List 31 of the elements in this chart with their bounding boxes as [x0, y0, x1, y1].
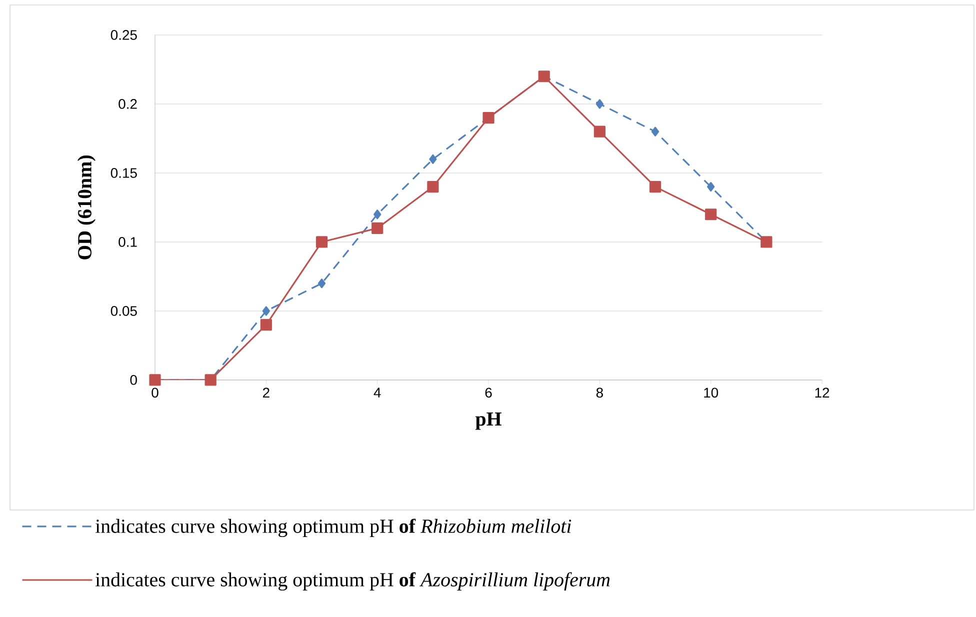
x-tick-label: 4 [374, 388, 381, 398]
point [649, 180, 662, 193]
y-tick-label: 0 [130, 375, 137, 385]
y-tick-label: 0.1 [118, 237, 137, 247]
point [262, 306, 270, 316]
point [372, 222, 384, 234]
x-tick-label: 2 [263, 388, 270, 398]
point [260, 318, 272, 331]
point [427, 180, 439, 193]
x-axis-title: pH [475, 412, 502, 430]
y-tick-label: 0.15 [110, 168, 137, 178]
x-tick-label: 6 [485, 388, 492, 398]
point [318, 278, 326, 288]
x-tick-label: 8 [596, 388, 603, 398]
point [374, 210, 382, 220]
point [651, 126, 660, 136]
point [707, 182, 715, 192]
y-tick-label: 0.25 [110, 30, 137, 40]
point [594, 126, 606, 138]
point [316, 236, 328, 248]
x-tick-label: 0 [152, 388, 158, 398]
x-tick-label: 10 [704, 388, 718, 398]
y-tick-label: 0.2 [118, 99, 137, 109]
point [429, 154, 437, 164]
point [705, 208, 717, 220]
y-axis-title: OD (610nm) [77, 156, 96, 260]
legend-label: indicates curve showing optimum pH of Azospirillium lipoferum [95, 572, 610, 591]
legend-label: indicates curve showing optimum pH of Rhizobium meliloti [95, 518, 572, 538]
y-tick-label: 0.05 [110, 306, 137, 316]
point [596, 99, 604, 109]
x-tick-label: 12 [815, 388, 830, 398]
